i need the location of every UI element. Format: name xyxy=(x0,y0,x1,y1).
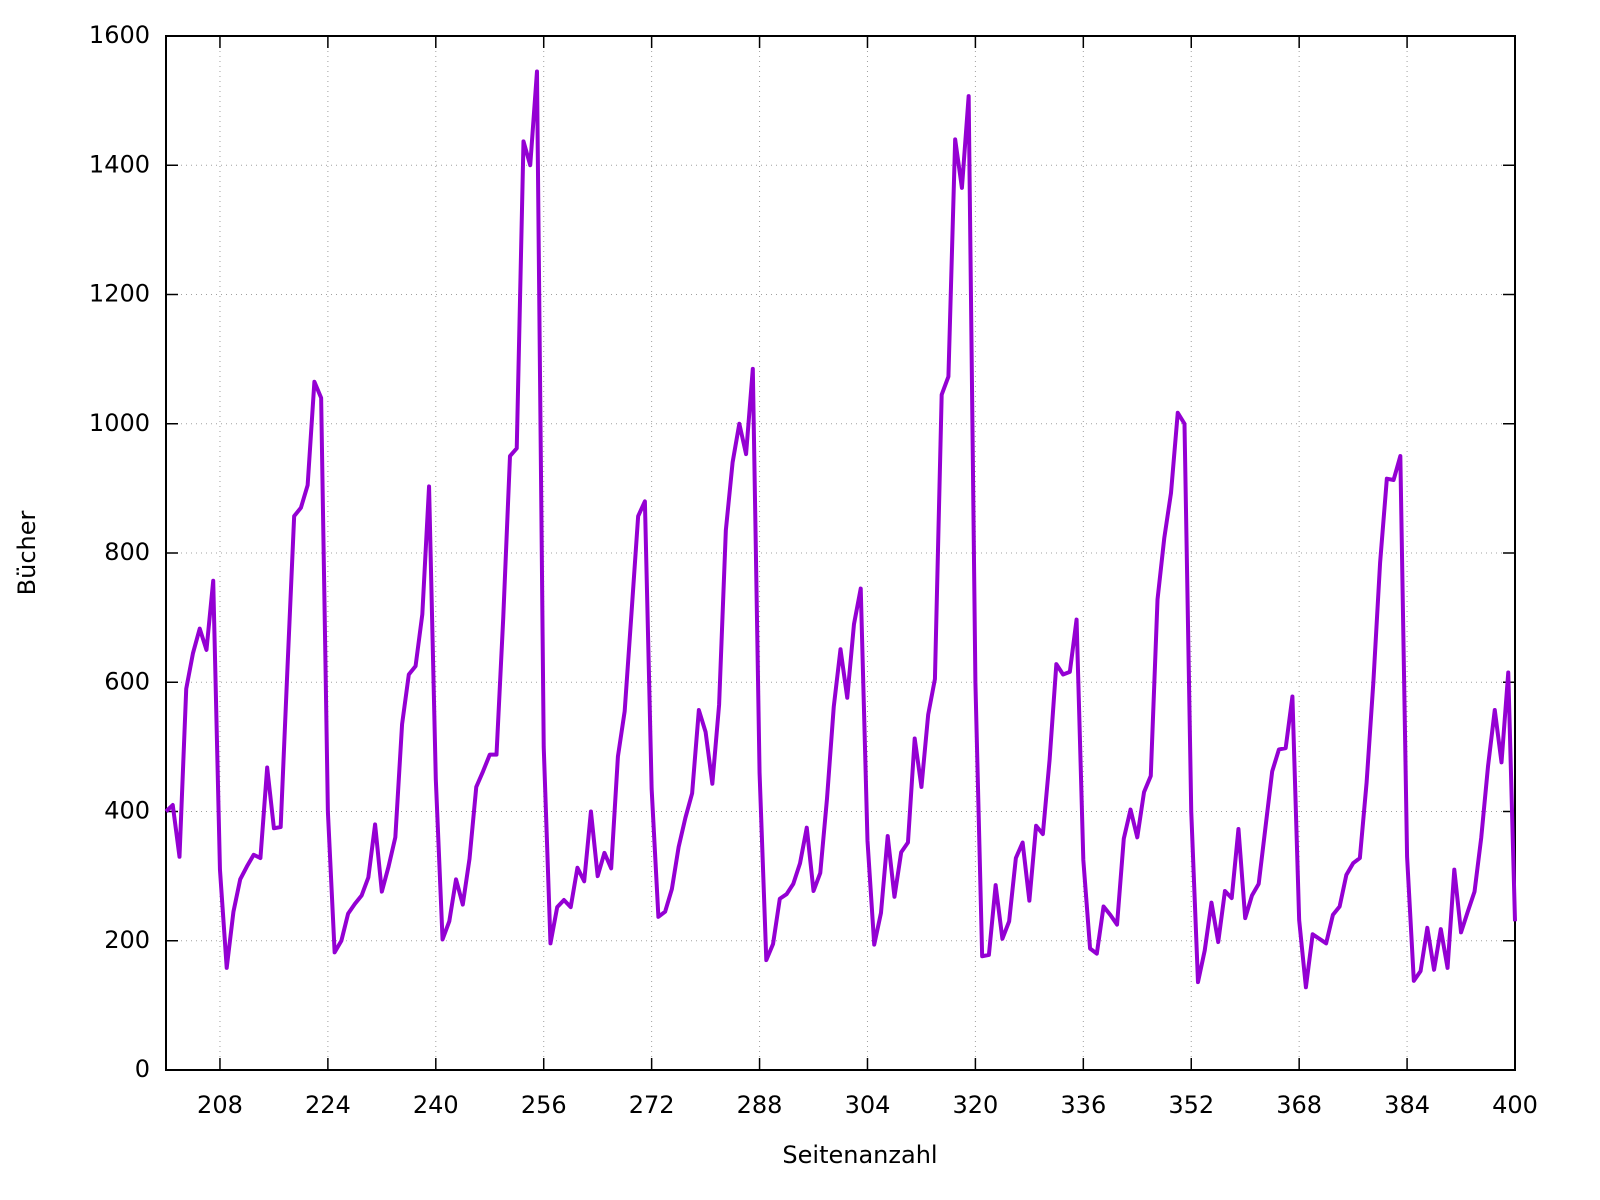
x-tick-label: 208 xyxy=(197,1091,243,1119)
plot-frame xyxy=(165,35,1516,1071)
x-tick-label: 336 xyxy=(1060,1091,1106,1119)
y-tick-label: 800 xyxy=(104,538,150,566)
y-tick-label: 600 xyxy=(104,667,150,695)
x-tick-label: 384 xyxy=(1384,1091,1430,1119)
x-tick-label: 400 xyxy=(1492,1091,1538,1119)
y-tick-label: 1600 xyxy=(89,21,150,49)
y-tick-label: 1200 xyxy=(89,280,150,308)
x-tick-label: 256 xyxy=(521,1091,567,1119)
data-line xyxy=(164,69,1517,990)
x-tick-label: 288 xyxy=(737,1091,783,1119)
y-tick-label: 200 xyxy=(104,926,150,954)
y-tick-label: 1000 xyxy=(89,409,150,437)
x-tick-label: 240 xyxy=(413,1091,459,1119)
y-tick-label: 400 xyxy=(104,797,150,825)
y-axis-label: Bücher xyxy=(13,511,41,596)
x-axis-label: Seitenanzahl xyxy=(782,1141,937,1169)
x-tick-label: 320 xyxy=(952,1091,998,1119)
x-tick-label: 368 xyxy=(1276,1091,1322,1119)
y-tick-label: 1400 xyxy=(89,150,150,178)
x-tick-label: 304 xyxy=(845,1091,891,1119)
x-tick-label: 352 xyxy=(1168,1091,1214,1119)
x-tick-label: 224 xyxy=(305,1091,351,1119)
y-tick-label: 0 xyxy=(135,1055,150,1083)
x-tick-label: 272 xyxy=(629,1091,675,1119)
